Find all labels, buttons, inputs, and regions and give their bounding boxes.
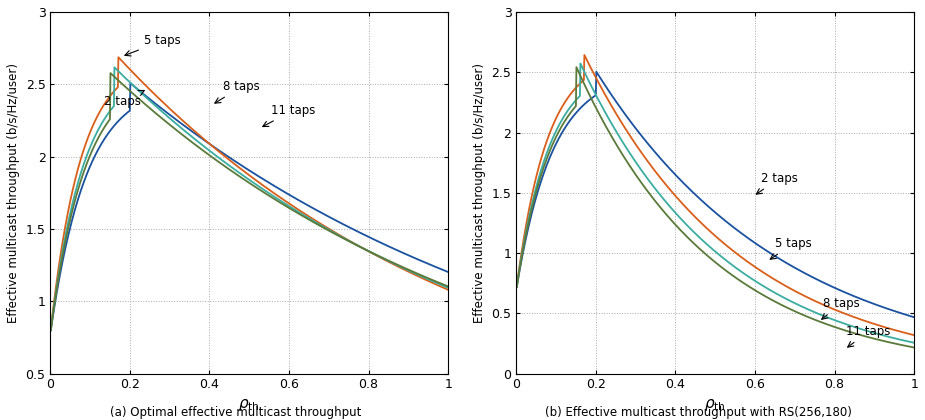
- Text: 2 taps: 2 taps: [104, 90, 144, 108]
- Text: 8 taps: 8 taps: [821, 297, 859, 319]
- Y-axis label: Effective multicast throughput (b/s/Hz/user): Effective multicast throughput (b/s/Hz/u…: [473, 63, 486, 323]
- Text: 2 taps: 2 taps: [757, 172, 798, 194]
- Text: 8 taps: 8 taps: [215, 80, 260, 103]
- X-axis label: $\rho_{\mathrm{th}}$: $\rho_{\mathrm{th}}$: [704, 397, 726, 413]
- Text: 5 taps: 5 taps: [125, 34, 180, 56]
- X-axis label: $\rho_{\mathrm{th}}$: $\rho_{\mathrm{th}}$: [239, 397, 260, 413]
- Text: 11 taps: 11 taps: [846, 325, 891, 347]
- Text: 11 taps: 11 taps: [263, 104, 315, 126]
- Text: 5 taps: 5 taps: [771, 237, 811, 259]
- Text: (a) Optimal effective multicast throughput: (a) Optimal effective multicast throughp…: [110, 406, 362, 419]
- Text: (b) Effective multicast throughput with RS(256,180): (b) Effective multicast throughput with …: [545, 406, 852, 419]
- Y-axis label: Effective multicast throughput (b/s/Hz/user): Effective multicast throughput (b/s/Hz/u…: [7, 63, 20, 323]
